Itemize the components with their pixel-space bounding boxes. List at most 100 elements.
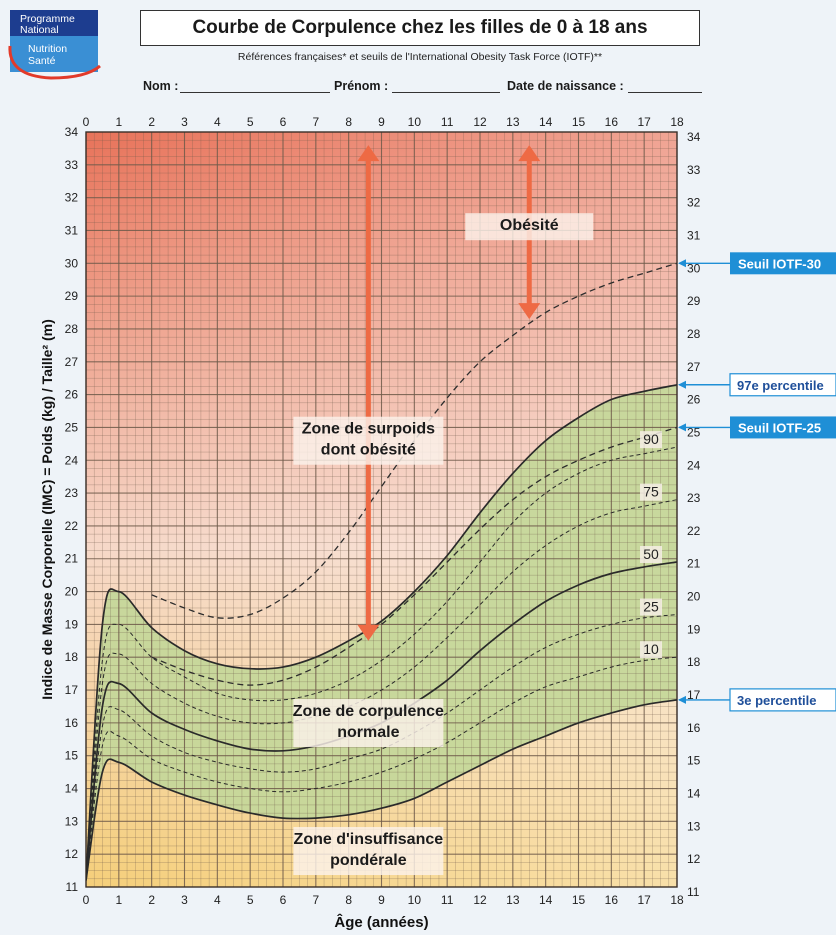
obesity-arrow-head-top [518,145,541,162]
y-tick-right: 16 [687,721,701,735]
y-tick-left: 11 [66,880,79,894]
zone-label-bg [293,699,444,748]
chart-subtitle: Références françaises* et seuils de l'In… [237,51,603,63]
logo-line3: Nutrition [28,43,67,55]
x-tick-top: 18 [670,115,684,129]
y-tick-right: 32 [687,196,701,210]
y-tick-right: 22 [687,524,701,538]
naissance-label: Date de naissance : [507,79,624,93]
y-tick-left: 23 [65,486,79,500]
x-axis-label: Âge (années) [334,913,428,931]
x-tick-bottom: 0 [83,893,90,907]
prenom-line[interactable] [392,92,500,93]
y-tick-right: 26 [687,393,701,407]
curve-seuil-iotf-30 [151,262,677,619]
y-tick-left: 28 [65,322,79,336]
zone-label-1-line1: Zone de surpoids [302,421,435,438]
x-tick-bottom: 5 [247,893,254,907]
x-tick-top: 8 [345,115,352,129]
y-tick-left: 31 [65,223,79,237]
y-tick-left: 26 [65,388,79,402]
x-tick-top: 14 [539,115,553,129]
prenom-label: Prénom : [334,79,389,93]
plot-border [85,131,678,888]
x-tick-top: 17 [637,115,651,129]
y-tick-right: 12 [687,852,701,866]
nom-label: Nom : [143,79,179,93]
y-tick-left: 21 [65,552,79,566]
x-tick-top: 9 [378,115,385,129]
right-label-seuil-iotf-25-box [730,416,836,439]
zone-label-0-line1: Obésité [500,217,559,234]
y-tick-left: 16 [65,716,79,730]
x-tick-bottom: 14 [539,893,553,907]
y-tick-left: 33 [65,158,79,172]
overweight-arrow-head-bottom [357,624,380,641]
y-tick-right: 19 [687,622,701,636]
y-tick-right: 28 [687,327,701,341]
x-tick-top: 4 [214,115,221,129]
overweight-arrow-head-top [357,145,380,162]
percentile-tag-bg [640,483,663,501]
x-tick-bottom: 3 [181,893,188,907]
x-tick-top: 15 [572,115,586,129]
x-tick-bottom: 16 [605,893,619,907]
x-tick-bottom: 10 [408,893,422,907]
y-tick-left: 12 [65,847,79,861]
obesity-arrow-head-bottom [518,303,541,320]
x-tick-bottom: 4 [214,893,221,907]
right-label-3e-percentile-pointer [678,695,686,704]
x-tick-bottom: 8 [345,893,352,907]
y-tick-left: 15 [65,749,79,763]
right-label-97e-percentile-pointer [678,380,686,389]
percentile-tag-75: 75 [643,484,659,500]
y-tick-left: 17 [65,683,79,697]
y-tick-right: 27 [687,360,701,374]
zone-label-bg [465,213,594,241]
x-tick-top: 12 [473,115,487,129]
x-tick-bottom: 12 [473,893,487,907]
y-tick-left: 30 [65,256,79,270]
right-label-97e-percentile: 97e percentile [678,373,836,397]
right-label-seuil-iotf-30-pointer [678,259,686,268]
x-tick-bottom: 1 [115,893,122,907]
y-tick-right: 23 [687,491,701,505]
y-tick-right: 24 [687,458,701,472]
curve-3e-percentile [86,699,677,881]
x-tick-bottom: 13 [506,893,520,907]
right-label-seuil-iotf-25: Seuil IOTF-25 [678,416,836,439]
percentile-tag-50: 50 [643,546,659,562]
x-tick-bottom: 7 [312,893,319,907]
curve-97e-percentile [86,383,677,881]
y-tick-right: 20 [687,590,701,604]
zone-label-2-line2: normale [337,724,399,741]
nom-line[interactable] [180,92,330,93]
curve-10 [86,656,677,881]
y-tick-left: 27 [65,355,79,369]
x-tick-top: 16 [605,115,619,129]
percentile-tag-bg [640,641,663,659]
naissance-line[interactable] [628,92,702,93]
y-tick-right: 14 [687,787,701,801]
zone-label-2-line1: Zone de corpulence [293,703,444,720]
right-label-3e-percentile: 3e percentile [678,688,836,712]
y-tick-left: 19 [65,617,79,631]
y-tick-right: 21 [687,557,701,571]
y-tick-right: 34 [687,130,701,144]
y-tick-right: 15 [687,754,701,768]
curve-25 [86,614,677,881]
right-label-3e-percentile-text: 3e percentile [737,693,817,708]
percentile-tag-bg [640,546,663,564]
y-tick-right: 13 [687,819,701,833]
x-tick-bottom: 17 [637,893,651,907]
right-label-seuil-iotf-25-pointer [678,423,686,432]
overweight-arrow [357,145,380,641]
x-tick-top: 1 [115,115,122,129]
zone-label-bg [293,827,444,876]
zone-label-3-line2: pondérale [330,852,407,869]
curve-90 [86,446,677,881]
y-axis-label: Indice de Masse Corporelle (IMC) = Poids… [39,319,55,700]
y-tick-right: 11 [687,885,700,899]
logo-line2: National [20,24,59,36]
